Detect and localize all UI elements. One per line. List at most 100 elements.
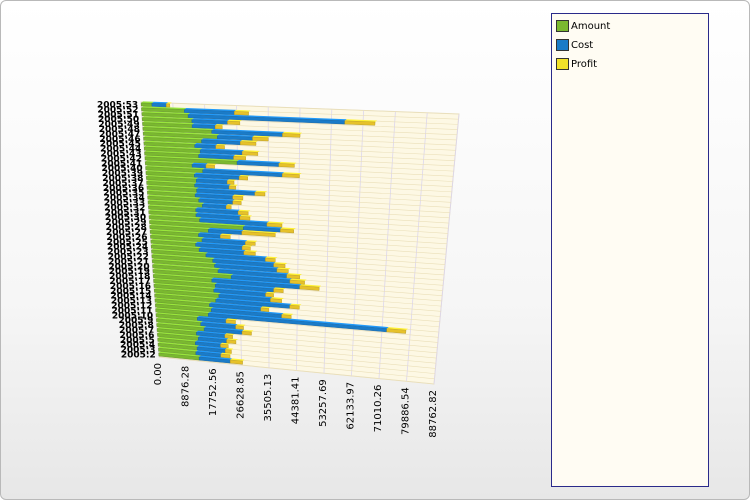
- bar-profit-2005:6: [226, 339, 237, 345]
- bar-top-cost-2005:3: [195, 350, 223, 354]
- bar-cost-2005:41: [191, 163, 207, 169]
- legend-label-cost: Cost: [571, 39, 594, 51]
- bar-top-cost-2005:50: [191, 118, 230, 122]
- bar-profit-2005:4: [224, 349, 232, 354]
- bar-top-amount-2005:52: [141, 106, 187, 110]
- category-label: 2005:10: [112, 311, 153, 321]
- bar-top-cost-2005:52: [184, 108, 237, 112]
- bar-top-cost-2005:24: [199, 246, 246, 252]
- bar-top-profit-2005:2: [230, 358, 245, 362]
- bar-top-cost-2005:40: [202, 168, 285, 174]
- category-label: 2005:43: [100, 150, 141, 160]
- bar-top-amount-2005:47: [143, 130, 220, 136]
- category-label: 2005:20: [108, 262, 149, 272]
- legend-swatch-profit: [556, 58, 569, 70]
- bar-profit-2005:44: [241, 151, 259, 156]
- bar-top-amount-2005:9: [156, 317, 203, 323]
- bar-profit-2005:36: [254, 192, 266, 197]
- bar-top-cost-2005:33: [202, 202, 229, 206]
- bar-top-cost-2005:36: [196, 187, 257, 193]
- gridline-horizontal: [158, 356, 435, 385]
- category-label: 2005:6: [119, 331, 154, 341]
- category-label: 2005:33: [104, 199, 145, 209]
- bar-top-amount-2005:42: [144, 155, 239, 162]
- bar-profit-2005:7: [224, 334, 233, 339]
- bar-top-cost-2005:42: [237, 159, 281, 164]
- category-label: 2005:2: [121, 351, 156, 361]
- bar-profit-2005:18: [299, 285, 320, 291]
- bar-top-cost-2005:43: [198, 153, 236, 157]
- category-label: 2005:15: [110, 287, 151, 297]
- bar-top-amount-2005:37: [146, 179, 197, 184]
- bar-top-cost-2005:7: [196, 330, 227, 335]
- bar-profit-2005:35: [232, 195, 244, 201]
- bar-top-cost-2005:25: [195, 241, 245, 247]
- bar-profit-2005:38: [226, 180, 235, 185]
- category-label: 2005:39: [102, 169, 143, 179]
- bar-top-amount-2005:35: [147, 189, 198, 194]
- category-label: 2005:38: [102, 174, 143, 184]
- category-label: 2005:27: [106, 228, 147, 238]
- bar-top-cost-2005:8: [204, 326, 244, 332]
- bar-top-cost-2005:6: [198, 335, 229, 340]
- bar-top-amount-2005:51: [141, 111, 191, 115]
- bar-profit-2005:16: [265, 292, 274, 298]
- category-label: 2005:22: [108, 253, 149, 263]
- category-label: 2005:4: [120, 341, 155, 351]
- bar-top-cost-2005:44: [200, 148, 245, 152]
- category-label: 2005:7: [119, 326, 154, 336]
- bar-profit-2005:32: [237, 211, 249, 216]
- bar-top-profit-2005:40: [282, 172, 302, 175]
- bar-profit-2005:47: [252, 136, 269, 142]
- bar-top-amount-2005:21: [152, 258, 217, 265]
- bar-profit-2005:41: [205, 164, 215, 169]
- bar-top-profit-2005:18: [299, 284, 322, 288]
- bar-top-amount-2005:14: [154, 292, 218, 300]
- bar-profit-2005:22: [273, 263, 286, 268]
- bar-top-profit-2005:15: [270, 297, 284, 300]
- category-label: 2005:24: [107, 243, 148, 253]
- bar-profit-2005:20: [286, 274, 301, 280]
- bar-profit-2005:50: [227, 120, 241, 126]
- bar-top-amount-2005:20: [152, 263, 220, 270]
- bar-top-amount-2005:6: [157, 331, 201, 338]
- category-label: 2005:3: [121, 346, 156, 356]
- bar-top-amount-2005:27: [150, 228, 201, 234]
- bar-top-amount-2005:33: [148, 199, 205, 205]
- value-tick-label: 8876.28: [181, 366, 192, 407]
- bar-top-profit-2005:53: [166, 102, 172, 104]
- bar-profit-2005:51: [344, 120, 376, 126]
- bar-top-cost-2005:23: [205, 252, 268, 258]
- bar-top-amount-2005:16: [153, 282, 216, 290]
- value-tick-label: 26628.85: [236, 371, 247, 419]
- bar-top-amount-2005:48: [142, 125, 214, 131]
- bar-top-amount-2005:18: [153, 273, 214, 279]
- bar-top-amount-2005:39: [145, 170, 197, 175]
- category-label: 2005:52: [97, 105, 138, 115]
- bar-top-amount-2005:22: [151, 253, 215, 260]
- bar-profit-2005:52: [234, 111, 249, 116]
- bar-top-cost-2005:47: [217, 134, 255, 138]
- bar-top-cost-2005:16: [213, 287, 268, 294]
- bar-top-amount-2005:2: [158, 351, 202, 357]
- bar-top-cost-2005:12: [211, 307, 284, 315]
- bar-profit-2005:43: [233, 155, 246, 161]
- bar-profit-2005:39: [238, 176, 248, 181]
- bar-top-cost-2005:37: [194, 182, 231, 186]
- bar-profit-2005:42: [278, 163, 295, 168]
- bar-top-cost-2005:11: [208, 311, 389, 329]
- bar-top-profit-2005:51: [344, 119, 378, 122]
- bar-top-profit-2005:33: [226, 204, 234, 206]
- bar-top-profit-2005:38: [227, 179, 236, 182]
- bar-top-cost-2005:46: [201, 138, 243, 142]
- bar-profit-2005:25: [241, 246, 251, 251]
- category-label: 2005:51: [98, 110, 139, 120]
- bar-top-cost-2005:5: [195, 340, 223, 345]
- bar-top-cost-2005:13: [209, 302, 263, 308]
- bar-top-cost-2005:15: [218, 292, 273, 299]
- category-label: 2005:5: [120, 336, 155, 346]
- category-label: 2005:37: [103, 179, 144, 189]
- category-label: 2005:11: [112, 306, 153, 316]
